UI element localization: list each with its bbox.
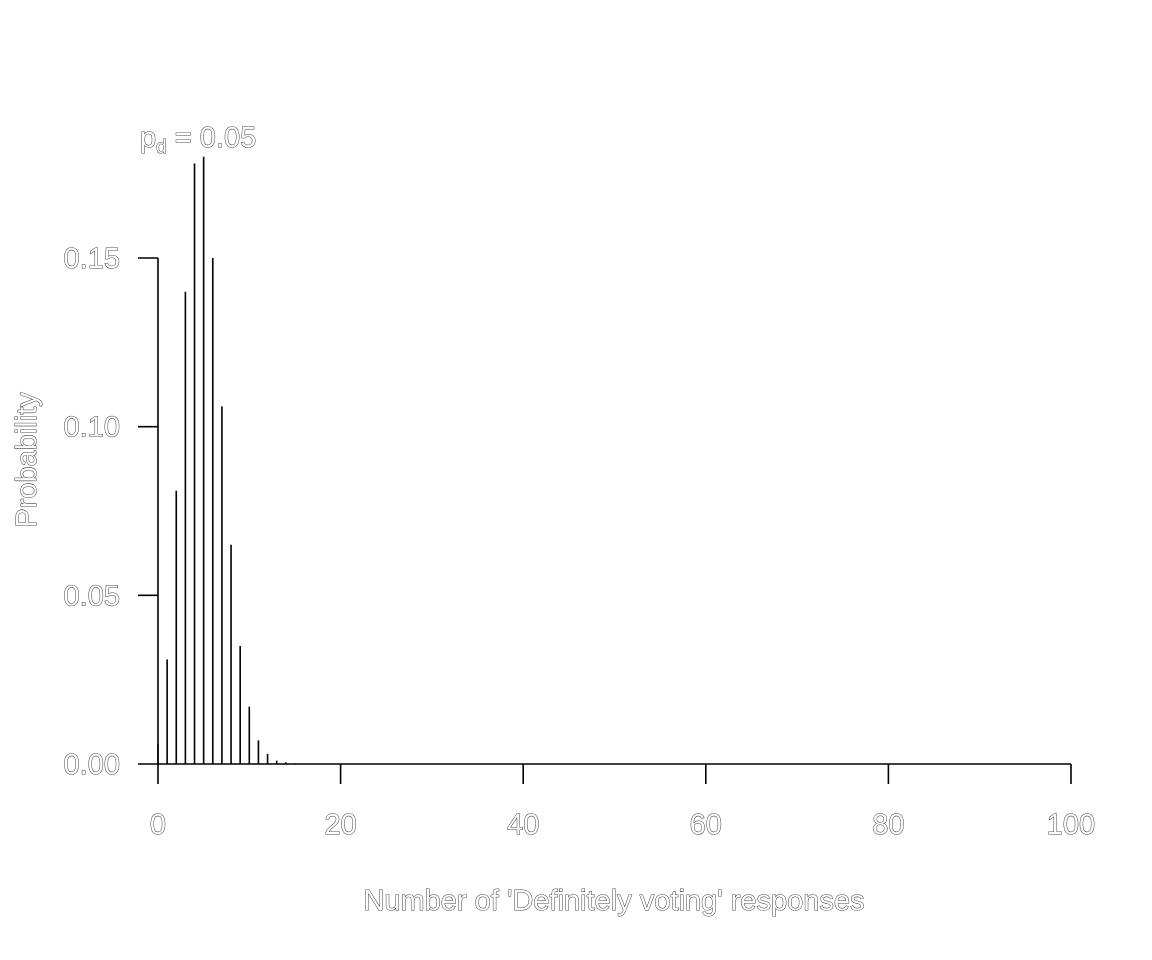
x-tick-label: 80 xyxy=(872,809,904,841)
x-axis-title: Number of 'Definitely voting' responses xyxy=(363,885,864,917)
y-tick-label: 0.00 xyxy=(64,749,120,781)
y-tick-label: 0.10 xyxy=(64,412,120,444)
x-tick-label: 20 xyxy=(324,809,356,841)
annotation-main: p xyxy=(140,122,156,154)
annotation-label: pd = 0.05 xyxy=(140,122,256,158)
y-tick-label: 0.15 xyxy=(64,243,120,275)
x-tick-label: 0 xyxy=(150,809,166,841)
x-tick-label: 40 xyxy=(507,809,539,841)
annotation-rest: = 0.05 xyxy=(167,122,257,154)
annotation-subscript: d xyxy=(156,137,167,158)
bar-series xyxy=(157,156,296,764)
x-tick-label: 100 xyxy=(1047,809,1095,841)
y-tick-label: 0.05 xyxy=(64,580,120,612)
y-axis-title: Probability xyxy=(11,392,43,528)
x-axis-ticks: 0 20 40 60 80 100 xyxy=(150,764,1096,841)
x-tick-label: 60 xyxy=(690,809,722,841)
y-axis-ticks: 0.00 0.05 0.10 0.15 xyxy=(63,243,158,781)
